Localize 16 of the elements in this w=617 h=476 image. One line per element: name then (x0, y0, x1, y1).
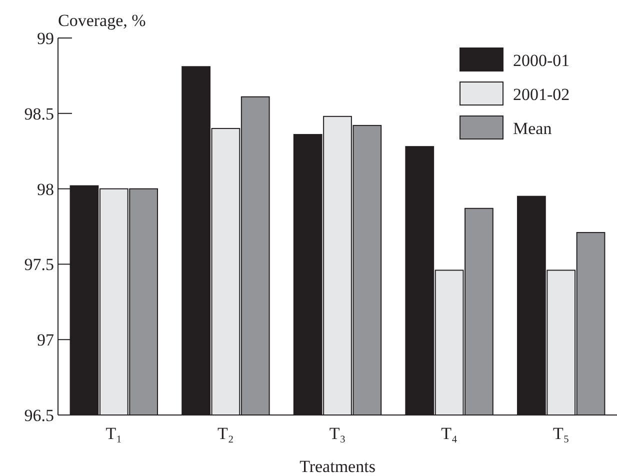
x-tick-label: T₃ (329, 424, 346, 443)
y-axis-title: Coverage, % (58, 11, 146, 30)
x-tick-label: T₂ (218, 424, 234, 443)
x-tick-label: T₅ (552, 424, 570, 443)
x-tick-label: T₄ (441, 424, 458, 443)
y-tick-label: 99 (37, 28, 54, 48)
y-tick-label: 98 (37, 180, 54, 199)
legend-label: 2000-01 (513, 50, 570, 70)
y-tick-label: 97.5 (24, 255, 54, 274)
y-tick-label: 97 (37, 330, 54, 350)
legend-label: Mean (513, 118, 552, 138)
x-tick-label: T₁ (106, 424, 122, 443)
y-tick-label: 96.5 (24, 406, 54, 425)
y-tick-label: 98.5 (24, 104, 54, 124)
x-axis-title: Treatments (300, 457, 376, 476)
legend-label: 2001-02 (513, 84, 570, 104)
